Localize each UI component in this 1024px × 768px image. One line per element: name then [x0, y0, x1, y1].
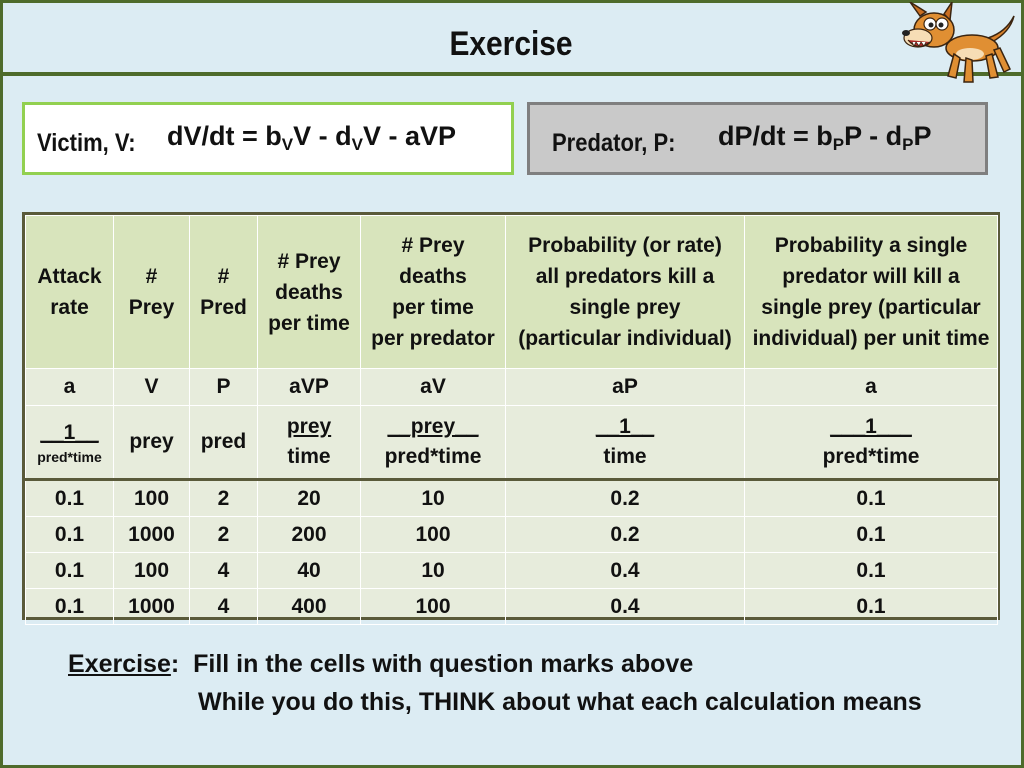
table-cell: 100	[113, 552, 190, 589]
slide-title: Exercise	[449, 25, 573, 63]
title-bar: Exercise	[0, 0, 1024, 76]
table-cell: 2	[189, 479, 258, 517]
exercise-label: Exercise	[68, 650, 171, 678]
table-cell: 0.1	[25, 552, 114, 589]
table-cell: 4	[189, 588, 258, 625]
predator-equation: dP/dt = bPP - dPP	[718, 121, 932, 154]
victim-equation-box: Victim, V: dV/dt = bVV - dVV - aVP	[22, 102, 514, 175]
table-cell: 0.4	[505, 588, 745, 625]
table-row: 0.1 100 2 20 10 0.2 0.1	[25, 479, 998, 517]
table-cell: 100	[360, 588, 506, 625]
table-cell: 1000	[113, 516, 190, 553]
exercise-instructions: Exercise: Fill in the cells with questio…	[68, 650, 922, 716]
symbol-cell: a	[25, 368, 114, 406]
units-cell: prey	[113, 405, 190, 481]
exercise-colon: :	[170, 650, 180, 678]
symbol-cell: P	[189, 368, 258, 406]
exercise-line-2: While you do this, THINK about what each…	[198, 688, 922, 716]
units-cell: ___1___ pred*time	[744, 405, 998, 481]
table-cell: 0.1	[25, 516, 114, 553]
table-cell: 40	[257, 552, 361, 589]
victim-equation: dV/dt = bVV - dVV - aVP	[167, 121, 456, 154]
predator-label: Predator, P:	[552, 129, 676, 157]
predator-equation-box: Predator, P: dP/dt = bPP - dPP	[527, 102, 988, 175]
units-cell: pred	[189, 405, 258, 481]
header-prob-single-predator: Probability a single predator will kill a…	[744, 215, 998, 369]
table-cell: 100	[113, 479, 190, 517]
table-cell: 4	[189, 552, 258, 589]
units-row: __1__ pred*time prey pred prey time __prey…	[25, 405, 998, 481]
table-cell: 20	[257, 479, 361, 517]
table-cell: 0.4	[505, 552, 745, 589]
exercise-line-1: Fill in the cells with question marks ab…	[193, 650, 694, 678]
header-prey-deaths-per-pred: # Prey deaths per time per predator	[360, 215, 506, 369]
header-num-prey: # Prey	[113, 215, 190, 369]
table-cell: 0.2	[505, 516, 745, 553]
cartoon-dog-icon	[902, 2, 1015, 83]
units-cell: __1__ pred*time	[25, 405, 114, 481]
table-cell: 0.1	[744, 516, 998, 553]
table-header-row: Attack rate # Prey # Pred # Prey deaths per t…	[25, 215, 998, 369]
table-cell: 0.1	[744, 588, 998, 625]
symbol-cell: a	[744, 368, 998, 406]
table-cell: 100	[360, 516, 506, 553]
table-cell: 0.1	[25, 588, 114, 625]
table-cell: 1000	[113, 588, 190, 625]
predation-table: Attack rate # Prey # Pred # Prey deaths per t…	[22, 212, 1000, 625]
symbol-cell: V	[113, 368, 190, 406]
table-cell: 400	[257, 588, 361, 625]
table-cell: 0.1	[25, 479, 114, 517]
table-cell: 10	[360, 479, 506, 517]
table-cell: 10	[360, 552, 506, 589]
units-cell: __1__ time	[505, 405, 745, 481]
table-cell: 0.1	[744, 552, 998, 589]
table-cell: 0.2	[505, 479, 745, 517]
symbol-cell: aVP	[257, 368, 361, 406]
symbol-cell: aP	[505, 368, 745, 406]
units-cell: __prey__ pred*time	[360, 405, 506, 481]
symbol-row: a V P aVP aV aP a	[25, 368, 998, 406]
units-cell: prey time	[257, 405, 361, 481]
table-row: 0.1 100 4 40 10 0.4 0.1	[25, 552, 998, 589]
header-num-pred: # Pred	[189, 215, 258, 369]
table-row: 0.1 1000 2 200 100 0.2 0.1	[25, 516, 998, 553]
victim-label: Victim, V:	[37, 129, 136, 157]
header-attack-rate: Attack rate	[25, 215, 114, 369]
header-prey-deaths: # Prey deaths per time	[257, 215, 361, 369]
header-prob-all-predators: Probability (or rate) all predators kill …	[505, 215, 745, 369]
table-row: 0.1 1000 4 400 100 0.4 0.1	[25, 588, 998, 625]
symbol-cell: aV	[360, 368, 506, 406]
table-cell: 200	[257, 516, 361, 553]
table-cell: 0.1	[744, 479, 998, 517]
table-cell: 2	[189, 516, 258, 553]
